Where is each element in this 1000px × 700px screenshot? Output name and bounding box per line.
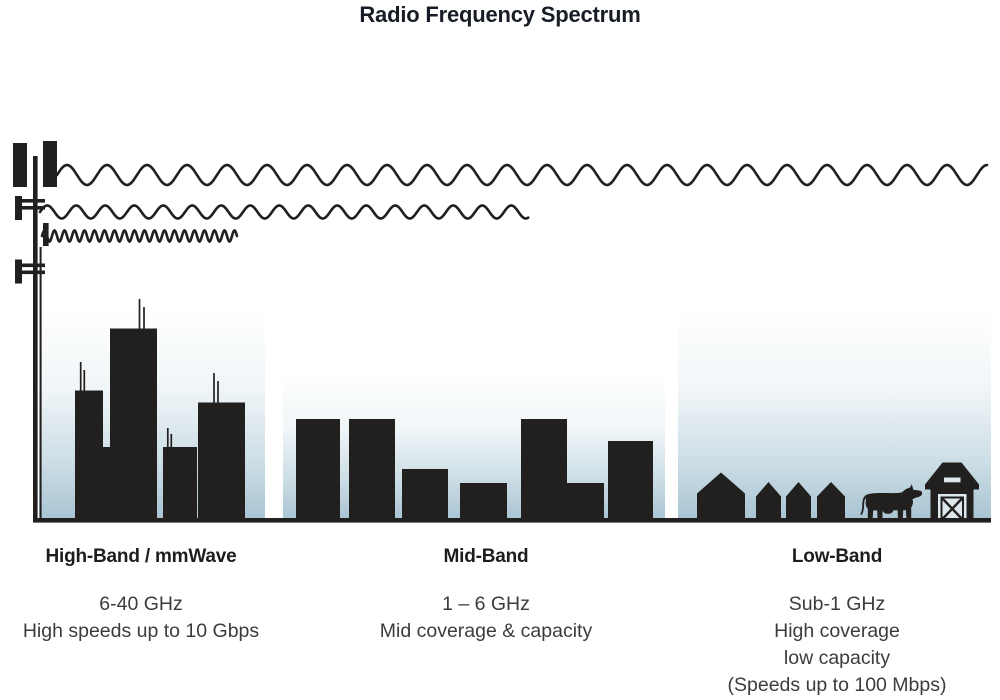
highband-city — [75, 299, 245, 521]
lowband-heading: Low-Band — [791, 546, 883, 567]
highband-heading: High-Band / mmWave — [45, 546, 237, 567]
house-icon — [756, 482, 781, 520]
house-icon — [697, 472, 745, 520]
ground-line — [33, 518, 991, 523]
building-icon — [349, 419, 395, 520]
highband-label: High-Band / mmWave 6-40 GHz High speeds … — [11, 546, 271, 645]
house-icon — [786, 482, 811, 520]
lowband-frequency: Sub-1 GHz — [788, 593, 886, 615]
building-icon — [608, 441, 653, 520]
building-icon — [402, 469, 448, 520]
building-icon — [521, 419, 567, 520]
building-icon — [460, 483, 507, 520]
antenna-panel — [13, 143, 27, 187]
barn-icon — [925, 462, 979, 521]
lowband-speed: (Speeds up to 100 Mbps) — [727, 674, 947, 696]
midband-frequency: 1 – 6 GHz — [442, 593, 530, 615]
midband-town — [296, 419, 653, 520]
antenna-panel — [15, 259, 22, 284]
lowband-coverage: High coverage — [774, 620, 900, 642]
skyscraper-icon — [198, 402, 245, 521]
mid-band-wave-icon — [38, 204, 530, 220]
high-band-wave-icon — [40, 229, 239, 243]
page-title: Radio Frequency Spectrum — [359, 2, 641, 27]
radio-waves — [38, 163, 989, 243]
low-band-wave-icon — [55, 163, 989, 187]
midband-label: Mid-Band 1 – 6 GHz Mid coverage & capaci… — [356, 546, 616, 645]
antenna-panel — [43, 141, 57, 187]
midband-heading: Mid-Band — [443, 546, 529, 567]
house-icon — [817, 482, 845, 520]
skyscraper-icon — [110, 328, 157, 521]
skyscraper-icon — [75, 390, 103, 521]
antenna-panel — [15, 196, 22, 220]
lowband-capacity: low capacity — [783, 647, 891, 669]
skyscraper-icon — [103, 447, 110, 520]
lowband-rural — [697, 462, 979, 521]
building-icon — [296, 419, 340, 520]
midband-coverage: Mid coverage & capacity — [379, 620, 593, 642]
building-icon — [567, 483, 604, 520]
spectrum-illustration — [13, 141, 991, 523]
lowband-label: Low-Band Sub-1 GHz High coverage low cap… — [707, 546, 967, 699]
highband-speed: High speeds up to 10 Gbps — [22, 620, 260, 642]
highband-frequency: 6-40 GHz — [99, 593, 183, 615]
cow-icon — [860, 484, 923, 520]
skyscraper-icon — [163, 447, 197, 520]
